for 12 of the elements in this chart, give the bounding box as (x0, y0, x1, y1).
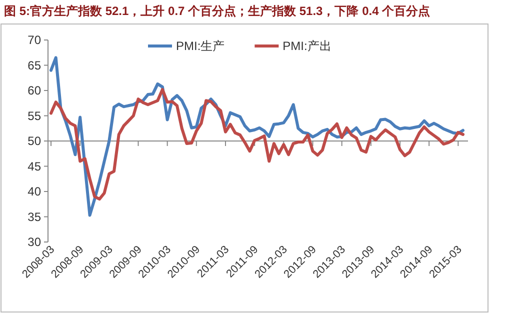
y-tick-label: 35 (28, 210, 42, 224)
y-tick-label: 65 (28, 58, 42, 72)
y-tick-label: 50 (28, 134, 42, 148)
y-tick-label: 60 (28, 84, 42, 98)
y-tick-label: 45 (28, 159, 42, 174)
legend-label: PMI:产出 (282, 39, 332, 53)
legend-label: PMI:生产 (176, 39, 225, 53)
y-tick-label: 40 (28, 184, 42, 198)
y-tick-label: 55 (28, 108, 42, 123)
y-tick-label: 70 (28, 33, 42, 47)
y-tick-label: 30 (28, 235, 42, 249)
chart-title: 图 5:官方生产指数 52.1，上升 0.7 个百分点；生产指数 51.3，下降 0.4 个百分点 (4, 4, 430, 18)
